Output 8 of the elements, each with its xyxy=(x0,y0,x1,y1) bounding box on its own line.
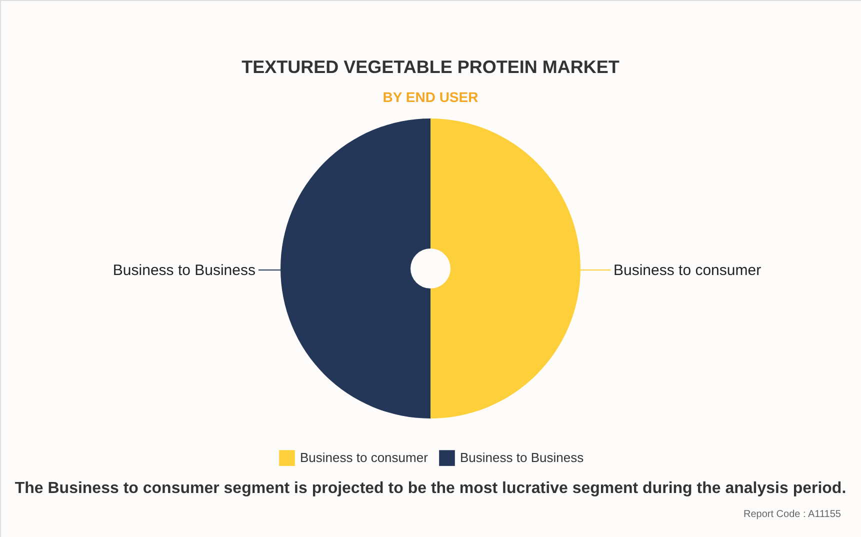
legend-label: Business to consumer xyxy=(300,450,429,466)
slice-label: Business to Business xyxy=(112,262,256,279)
text: The Business to consumer segment is projected to be the most lucrative segment during the analysis period. xyxy=(14,480,846,497)
chart-subtitle: BY END USER xyxy=(382,89,478,105)
text: Report Code : A11155 xyxy=(744,509,842,520)
legend-label: Business to Business xyxy=(460,450,584,466)
chart-title: TEXTURED VEGETABLE PROTEIN MARKET xyxy=(242,57,620,77)
slice-label: Business to consumer xyxy=(614,262,762,279)
